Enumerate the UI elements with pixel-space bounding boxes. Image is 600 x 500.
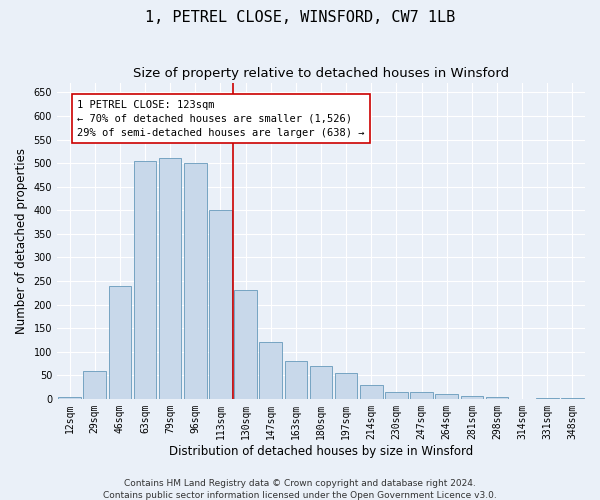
- Text: Contains HM Land Registry data © Crown copyright and database right 2024.
Contai: Contains HM Land Registry data © Crown c…: [103, 478, 497, 500]
- Bar: [83, 370, 106, 399]
- Bar: [58, 398, 81, 399]
- Bar: [134, 161, 157, 399]
- Bar: [436, 394, 458, 399]
- X-axis label: Distribution of detached houses by size in Winsford: Distribution of detached houses by size …: [169, 444, 473, 458]
- Bar: [536, 398, 559, 399]
- Bar: [561, 398, 584, 399]
- Bar: [385, 392, 408, 399]
- Bar: [410, 392, 433, 399]
- Bar: [159, 158, 181, 399]
- Bar: [360, 384, 383, 399]
- Bar: [184, 163, 206, 399]
- Bar: [335, 373, 358, 399]
- Text: 1, PETREL CLOSE, WINSFORD, CW7 1LB: 1, PETREL CLOSE, WINSFORD, CW7 1LB: [145, 10, 455, 25]
- Bar: [284, 361, 307, 399]
- Bar: [310, 366, 332, 399]
- Bar: [109, 286, 131, 399]
- Bar: [259, 342, 282, 399]
- Y-axis label: Number of detached properties: Number of detached properties: [15, 148, 28, 334]
- Bar: [485, 398, 508, 399]
- Bar: [234, 290, 257, 399]
- Text: 1 PETREL CLOSE: 123sqm
← 70% of detached houses are smaller (1,526)
29% of semi-: 1 PETREL CLOSE: 123sqm ← 70% of detached…: [77, 100, 365, 138]
- Bar: [209, 210, 232, 399]
- Bar: [461, 396, 483, 399]
- Title: Size of property relative to detached houses in Winsford: Size of property relative to detached ho…: [133, 68, 509, 80]
